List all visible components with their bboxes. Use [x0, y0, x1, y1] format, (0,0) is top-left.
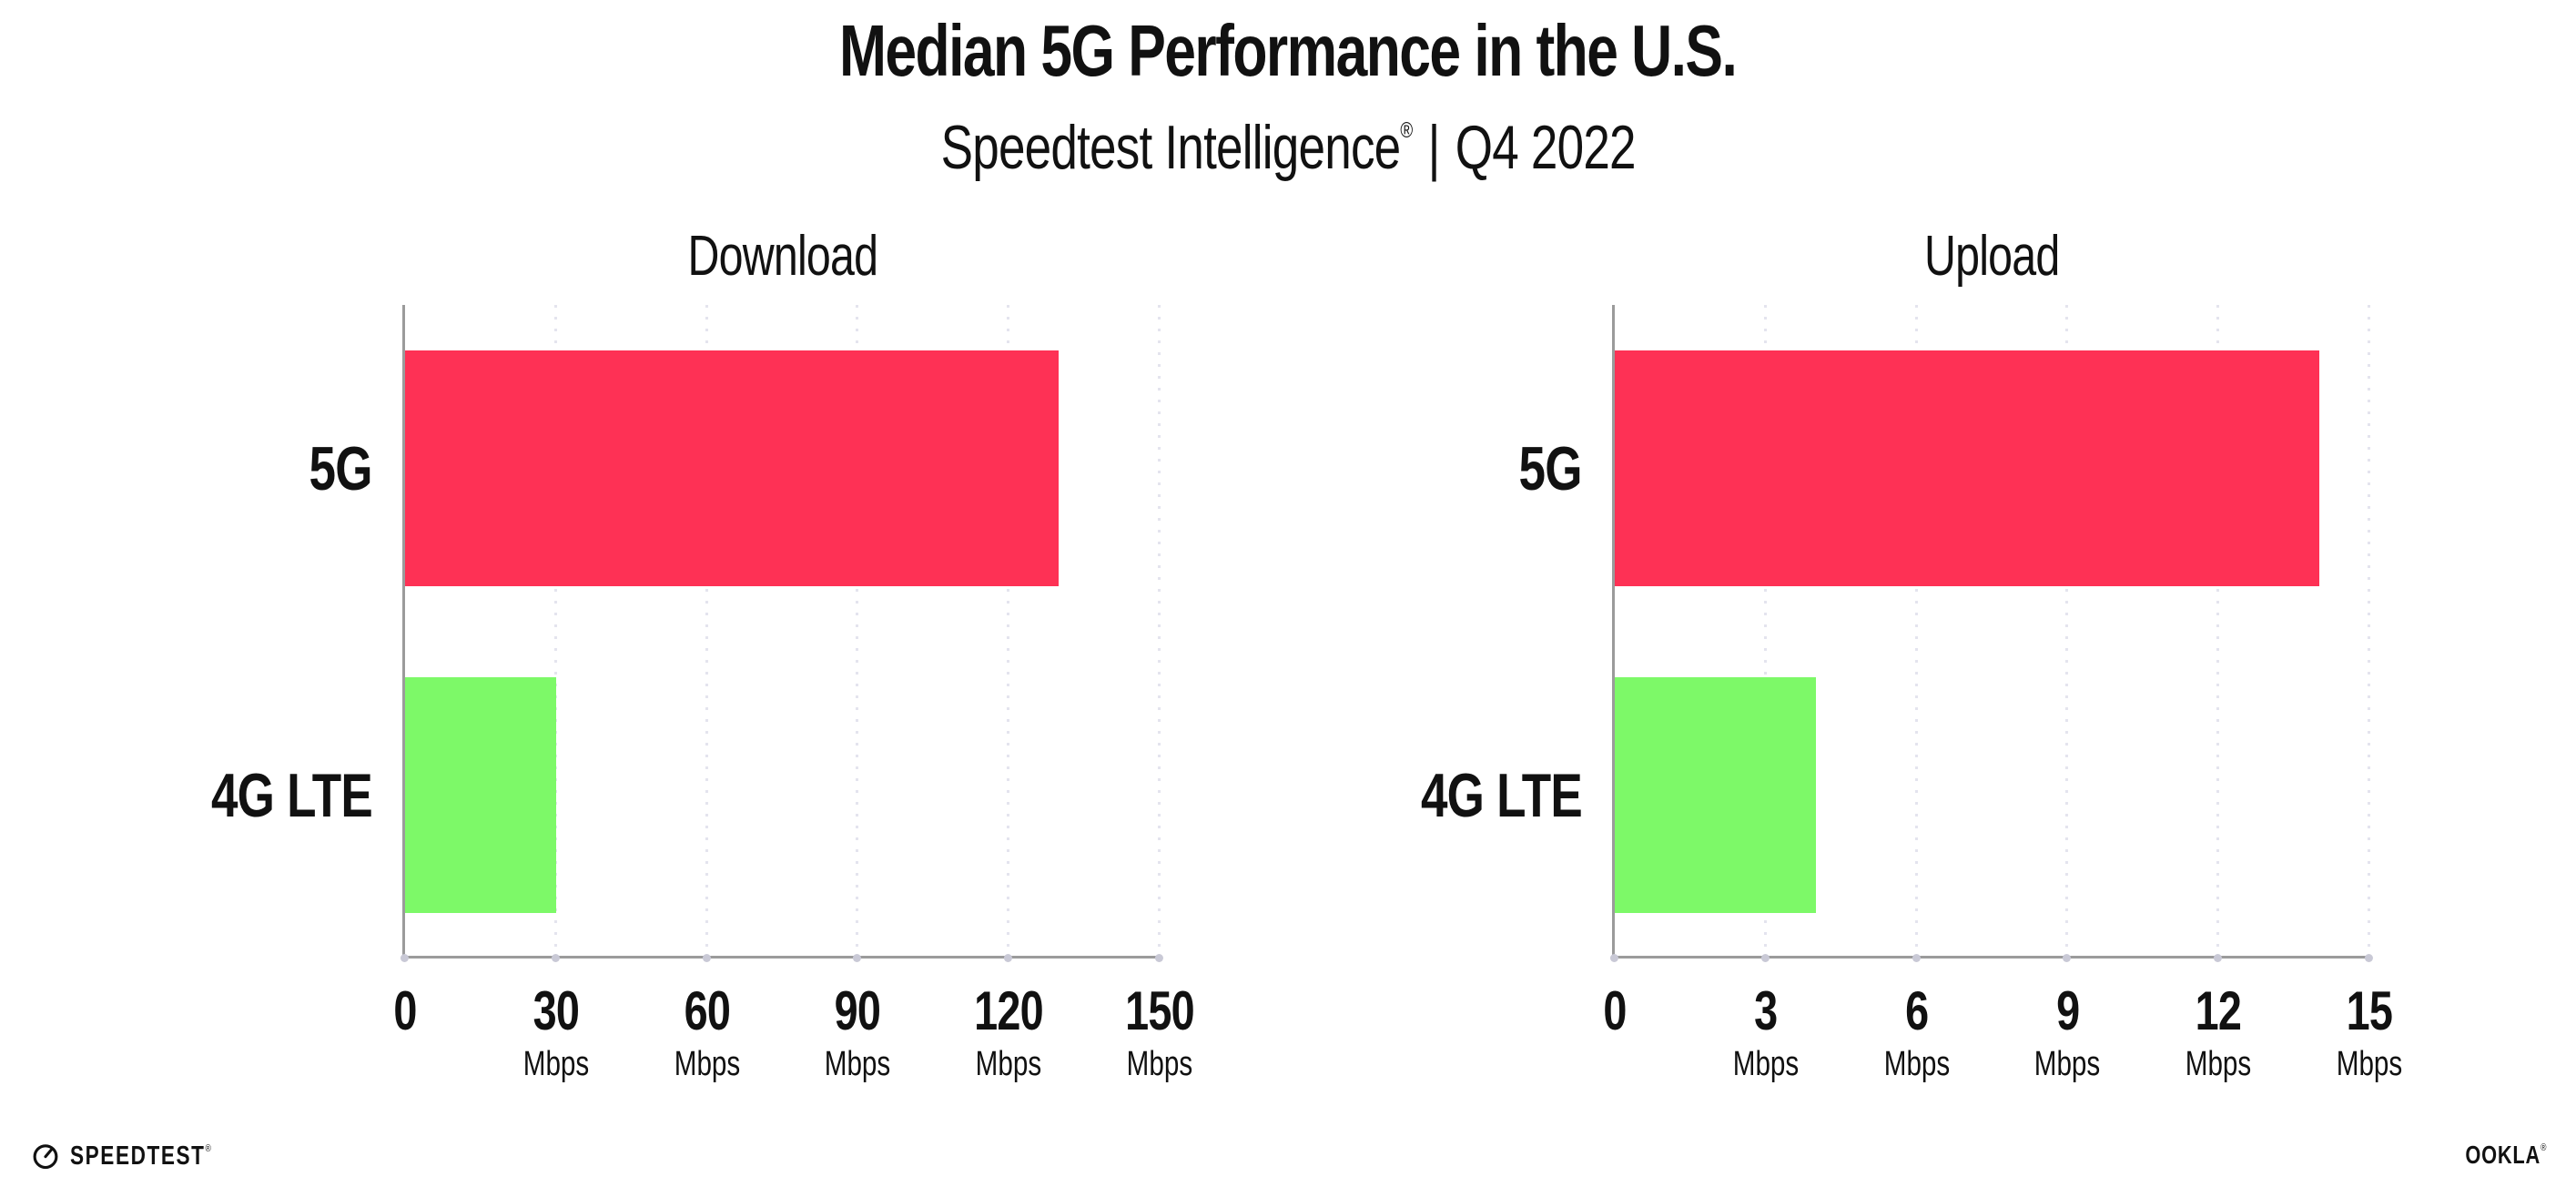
gridline-150 [1158, 305, 1161, 956]
axis-tick-dot-12 [2214, 954, 2223, 962]
subtitle-brand: Speedtest Intelligence [940, 113, 1401, 182]
x-tick-value-90: 90 [835, 980, 881, 1041]
x-tick-value-9: 9 [2055, 980, 2080, 1041]
x-tick-value-6: 6 [1904, 980, 1929, 1041]
x-tick-6: 6 Mbps [1874, 980, 1959, 1084]
x-tick-unit-120: Mbps [975, 1045, 1042, 1083]
x-tick-90: 90 Mbps [816, 980, 900, 1084]
x-tick-30: 30 Mbps [513, 980, 598, 1084]
page-title: Median 5G Performance in the U.S. [0, 9, 2576, 93]
x-tick-value-0: 0 [393, 980, 417, 1041]
category-label-5g: 5G [309, 433, 373, 503]
axis-tick-dot-120 [1004, 954, 1013, 962]
speedtest-logo: SPEEDTEST® [32, 1141, 251, 1172]
x-tick-9: 9 Mbps [2025, 980, 2110, 1084]
bar-5g [1615, 350, 2319, 586]
subtitle-period: Q4 2022 [1455, 113, 1637, 182]
subtitle-divider: | [1427, 113, 1440, 182]
gridline-15 [2368, 305, 2370, 956]
ookla-logo: OOKLA® [2442, 1141, 2547, 1170]
gridline-30 [553, 305, 557, 956]
x-tick-0: 0 [390, 983, 420, 1040]
bar-5g [405, 350, 1060, 586]
gridline-6 [1914, 305, 1918, 956]
bar-4g-lte [405, 677, 556, 913]
x-tick-3: 3 Mbps [1723, 980, 1808, 1084]
x-tick-12: 12 Mbps [2176, 980, 2261, 1084]
ookla-wordmark: OOKLA [2465, 1141, 2541, 1169]
bar-4g-lte [1615, 677, 1817, 913]
download-bar-chart: Download 0 30 Mbps 60 Mbps 90 Mbps 120 Mbps 150 Mbp… [211, 225, 1195, 1083]
speedtest-wordmark: SPEEDTEST [70, 1141, 206, 1171]
category-label-4g-lte: 4G LTE [210, 760, 373, 830]
axis-tick-dot-150 [1154, 954, 1163, 962]
gridline-120 [1007, 305, 1010, 956]
axis-tick-dot-90 [853, 954, 862, 962]
x-tick-unit-12: Mbps [2185, 1045, 2252, 1083]
x-tick-value-30: 30 [532, 980, 580, 1041]
x-tick-unit-9: Mbps [2034, 1045, 2101, 1083]
speedtest-registered-mark: ® [205, 1142, 211, 1154]
x-tick-value-15: 15 [2346, 980, 2393, 1041]
axis-tick-dot-30 [551, 954, 560, 962]
speedtest-gauge-icon [33, 1144, 58, 1170]
x-tick-60: 60 Mbps [664, 980, 749, 1084]
x-tick-unit-60: Mbps [674, 1045, 740, 1083]
x-tick-value-60: 60 [684, 980, 730, 1041]
x-tick-unit-3: Mbps [1732, 1045, 1800, 1083]
axis-tick-dot-9 [2063, 954, 2072, 962]
gridline-60 [705, 305, 708, 956]
x-tick-120: 120 Mbps [965, 980, 1053, 1084]
category-label-5g: 5G [1518, 433, 1583, 503]
x-tick-value-120: 120 [974, 980, 1044, 1041]
gridline-12 [2216, 305, 2220, 956]
axis-tick-dot-0 [400, 954, 409, 962]
x-tick-value-12: 12 [2195, 980, 2242, 1041]
x-tick-unit-15: Mbps [2336, 1045, 2403, 1083]
x-tick-unit-90: Mbps [825, 1045, 891, 1083]
ookla-registered-mark: ® [2540, 1142, 2547, 1153]
x-tick-value-3: 3 [1754, 980, 1778, 1041]
x-tick-0: 0 [1600, 983, 1629, 1040]
chart-title-upload: Upload [1924, 225, 2060, 288]
axis-tick-dot-6 [1912, 954, 1921, 962]
x-tick-unit-150: Mbps [1126, 1045, 1193, 1083]
x-tick-unit-30: Mbps [522, 1045, 590, 1083]
gridline-90 [856, 305, 859, 956]
registered-trademark-symbol: ® [1400, 118, 1413, 143]
x-tick-15: 15 Mbps [2328, 980, 2412, 1084]
axis-tick-dot-3 [1760, 954, 1770, 962]
page-title-text: Median 5G Performance in the U.S. [839, 10, 1738, 91]
upload-bar-chart: Upload 0 3 Mbps 6 Mbps 9 Mbps 12 Mbps 15 Mbps 5G 4G L… [1421, 225, 2402, 1083]
gridline-9 [2065, 305, 2069, 956]
x-tick-150: 150 Mbps [1115, 980, 1203, 1084]
axis-tick-dot-0 [1609, 954, 1618, 962]
x-tick-value-0: 0 [1603, 980, 1627, 1041]
x-tick-value-150: 150 [1125, 980, 1195, 1041]
chart-title-download: Download [687, 225, 878, 288]
x-tick-unit-6: Mbps [1883, 1045, 1950, 1083]
category-label-4g-lte: 4G LTE [1420, 760, 1583, 830]
axis-tick-dot-15 [2364, 954, 2373, 962]
gridline-3 [1763, 305, 1767, 956]
axis-tick-dot-60 [702, 954, 711, 962]
page-subtitle: Speedtest Intelligence® | Q4 2022 [0, 93, 2576, 186]
